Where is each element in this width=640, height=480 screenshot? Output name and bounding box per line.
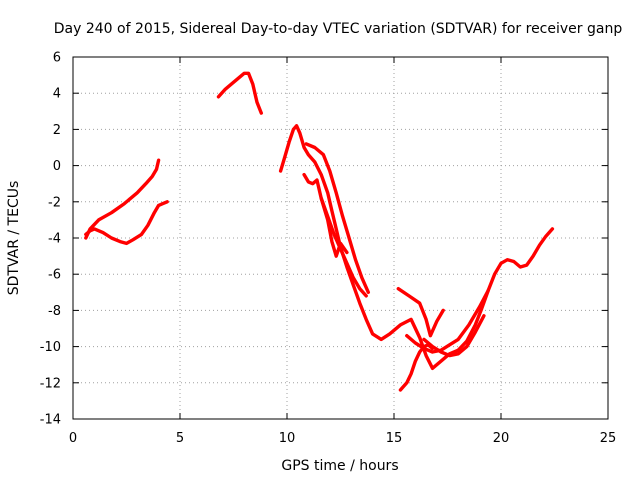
y-tick-label: 0 <box>53 159 61 174</box>
data-series-10 <box>405 288 490 354</box>
x-tick-label: 25 <box>600 431 617 446</box>
y-tick-label: -2 <box>48 195 61 210</box>
x-tick-label: 0 <box>69 431 77 446</box>
data-series-5 <box>302 172 368 298</box>
y-tick-label: -10 <box>40 340 61 355</box>
x-tick-label: 15 <box>386 431 403 446</box>
data-series-4 <box>278 124 555 370</box>
data-series-8 <box>398 343 435 392</box>
x-tick-label: 5 <box>176 431 184 446</box>
data-series-2 <box>84 200 169 246</box>
axis-ticks: 0 5 10 15 20 25 -14 -12 -10 -8 -6 -4 -2 0 2 4 6 <box>40 51 617 447</box>
plot-frame <box>72 56 609 420</box>
x-axis-label: GPS time / hours <box>281 458 398 474</box>
x-tick-label: 20 <box>493 431 510 446</box>
y-tick-label: -8 <box>48 304 61 319</box>
y-tick-label: -14 <box>40 413 61 428</box>
y-tick-label: -4 <box>48 232 61 247</box>
data-series-3 <box>216 71 263 115</box>
y-tick-label: 6 <box>53 51 61 66</box>
data-series-6 <box>304 142 370 294</box>
data-series-11 <box>422 314 486 358</box>
x-tick-label: 10 <box>279 431 296 446</box>
chart-title: Day 240 of 2015, Sidereal Day-to-day VTE… <box>54 21 623 37</box>
y-axis-label: SDTVAR / TECUs <box>6 181 22 296</box>
data-series-9 <box>396 287 445 338</box>
data-series-group <box>84 71 555 392</box>
y-tick-label: 4 <box>53 87 61 102</box>
y-tick-label: -6 <box>48 268 61 283</box>
y-tick-label: 2 <box>53 123 61 138</box>
y-tick-label: -12 <box>40 376 61 391</box>
data-series-7 <box>319 196 349 258</box>
data-series-1 <box>84 158 161 240</box>
grid-lines <box>73 57 608 419</box>
